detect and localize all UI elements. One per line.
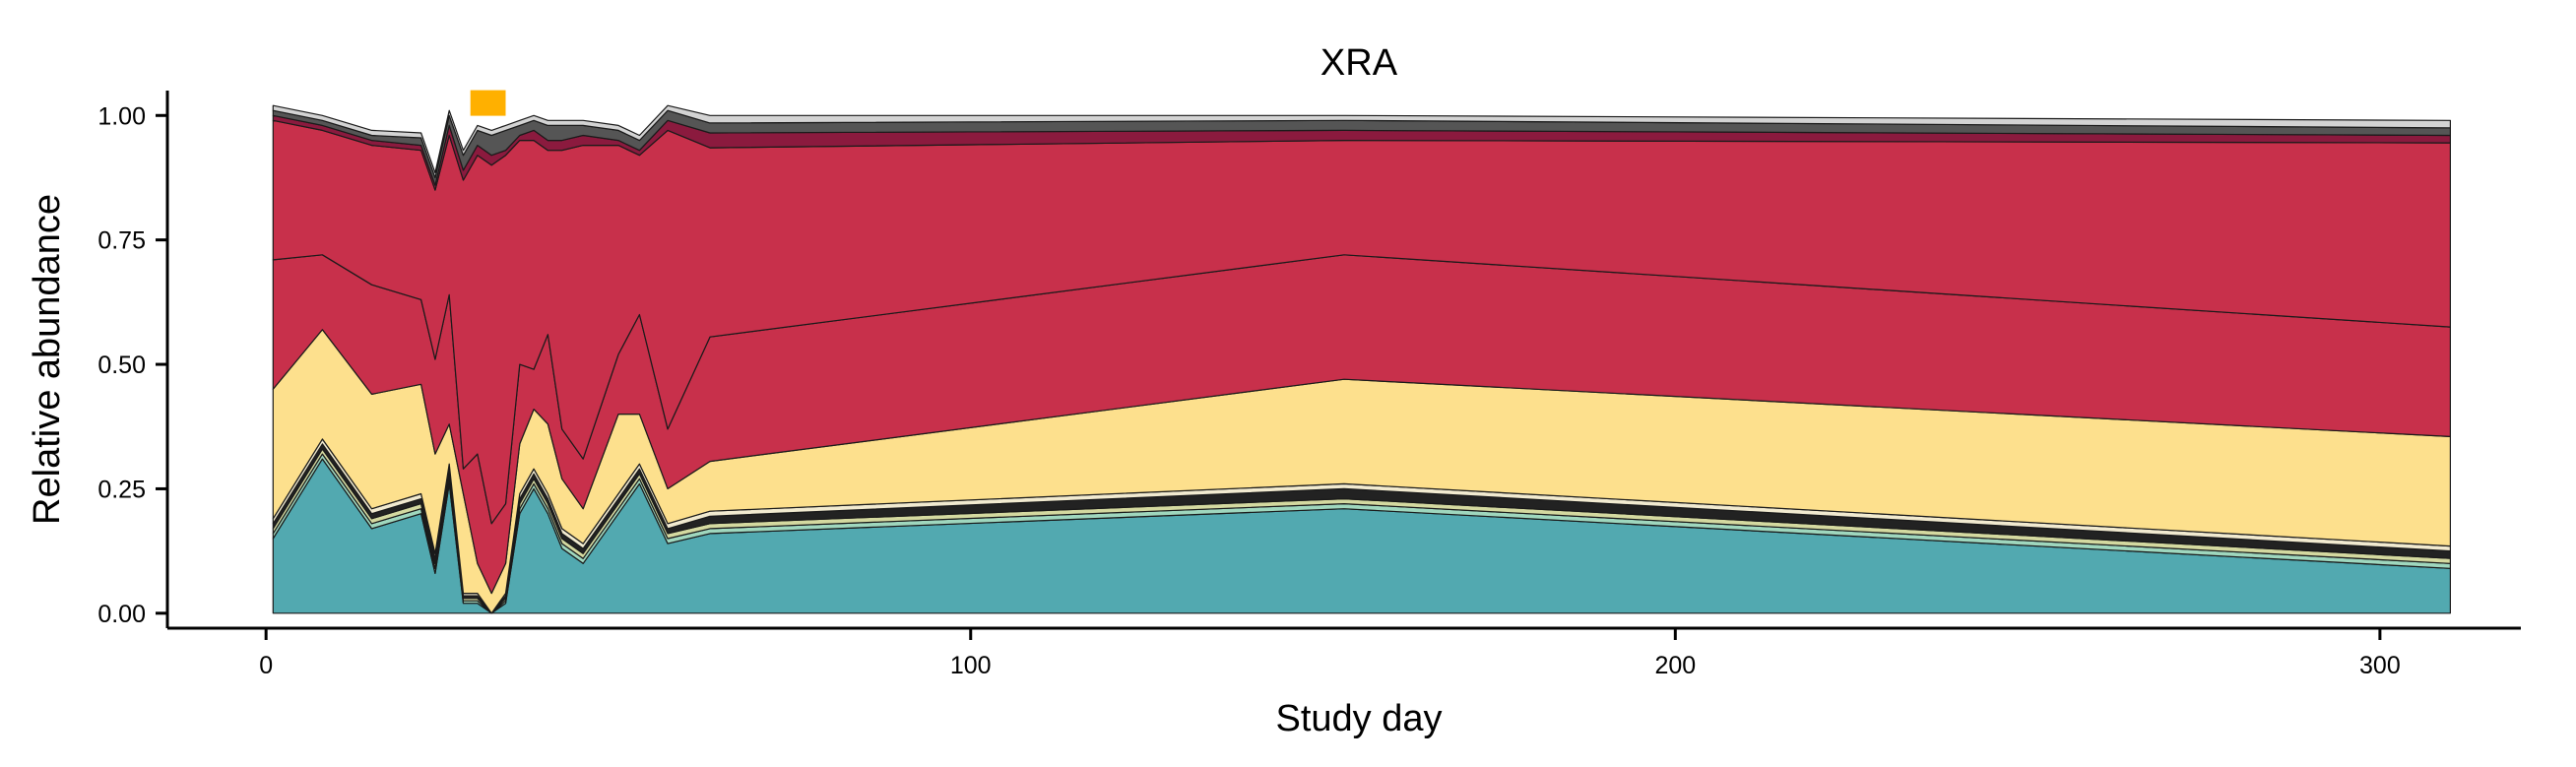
chart-title: XRA <box>1320 42 1398 84</box>
y-axis-title: Relative abundance <box>27 194 68 525</box>
y-tick-label: 0.75 <box>97 227 146 255</box>
x-tick-label: 200 <box>1654 652 1696 679</box>
x-tick-label: 0 <box>259 652 273 679</box>
area-band-11 <box>272 104 2451 179</box>
y-ticks: 0.00 0.25 0.50 0.75 1.00 <box>97 102 167 628</box>
area-bands <box>272 104 2451 614</box>
event-marker-1 <box>470 90 506 116</box>
y-axis: 0.00 0.25 0.50 0.75 1.00 <box>97 91 169 628</box>
x-axis: 0 100 200 300 <box>167 626 2521 679</box>
x-tick-label: 300 <box>2359 652 2401 679</box>
x-ticks: 0 100 200 300 <box>259 628 2401 679</box>
y-tick-label: 0.50 <box>97 352 146 379</box>
y-tick-label: 0.25 <box>97 476 146 503</box>
y-tick-label: 1.00 <box>97 102 146 130</box>
annotation-layer <box>470 90 506 116</box>
y-tick-label: 0.00 <box>97 601 146 628</box>
x-tick-label: 100 <box>950 652 992 679</box>
x-axis-title: Study day <box>1276 698 1443 739</box>
